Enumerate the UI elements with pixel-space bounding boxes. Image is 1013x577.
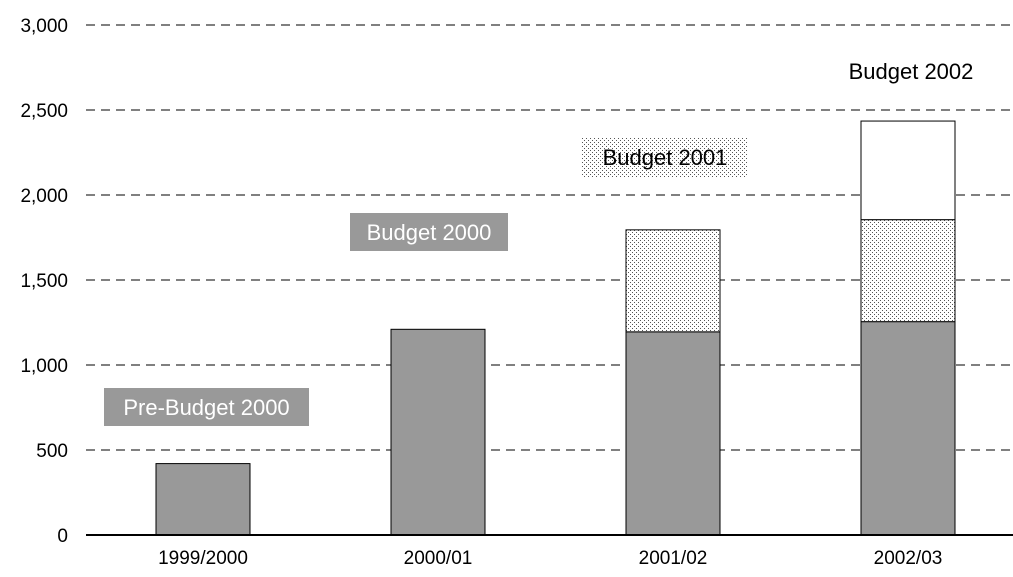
annotations: Pre-Budget 2000 Budget 2000 Budget 2001 Bud…: [104, 59, 973, 426]
bar-segment-2002-03-b2001: [860, 219, 956, 323]
annotation-box: [350, 213, 508, 251]
x-tick-label: 2001/02: [639, 548, 708, 569]
annotation-label: Budget 2001: [603, 145, 728, 170]
annotation-budget-2002: Budget 2002: [849, 59, 974, 84]
annotation-box: [104, 388, 309, 426]
annotation-label: Pre-Budget 2000: [123, 395, 289, 420]
annotation-budget-2000: Budget 2000: [350, 213, 508, 251]
y-tick-label: 2,000: [20, 186, 68, 207]
bars: [155, 120, 956, 536]
y-tick-label: 500: [36, 441, 68, 462]
y-tick-label: 0: [57, 526, 68, 547]
bar-segment-2001-02-b2001: [625, 229, 721, 333]
y-tick-label: 3,000: [20, 16, 68, 37]
y-tick-label: 1,000: [20, 356, 68, 377]
bar-segment-1999-2000-base: [155, 463, 251, 536]
gridlines: [86, 24, 1013, 451]
bar-segment-2001-02-base: [625, 331, 721, 536]
annotation-box: [582, 137, 748, 177]
y-tick-labels: 0 500 1,000 1,500 2,000 2,500 3,000: [20, 16, 68, 547]
x-tick-labels: 1999/2000 2000/01 2001/02 2002/03: [158, 548, 942, 569]
annotation-label: Budget 2000: [367, 220, 492, 245]
x-tick-label: 1999/2000: [158, 548, 248, 569]
bar-segment-2002-03-base: [860, 321, 956, 536]
bar-segment-2000-01-base: [390, 328, 486, 536]
annotation-budget-2001: Budget 2001: [582, 137, 748, 177]
annotation-pre-budget-2000: Pre-Budget 2000: [104, 388, 309, 426]
x-tick-label: 2000/01: [404, 548, 473, 569]
bar-segment-2002-03-b2002: [860, 120, 956, 221]
y-tick-label: 1,500: [20, 271, 68, 292]
annotation-label: Budget 2002: [849, 59, 974, 84]
y-tick-label: 2,500: [20, 101, 68, 122]
x-tick-label: 2002/03: [874, 548, 943, 569]
